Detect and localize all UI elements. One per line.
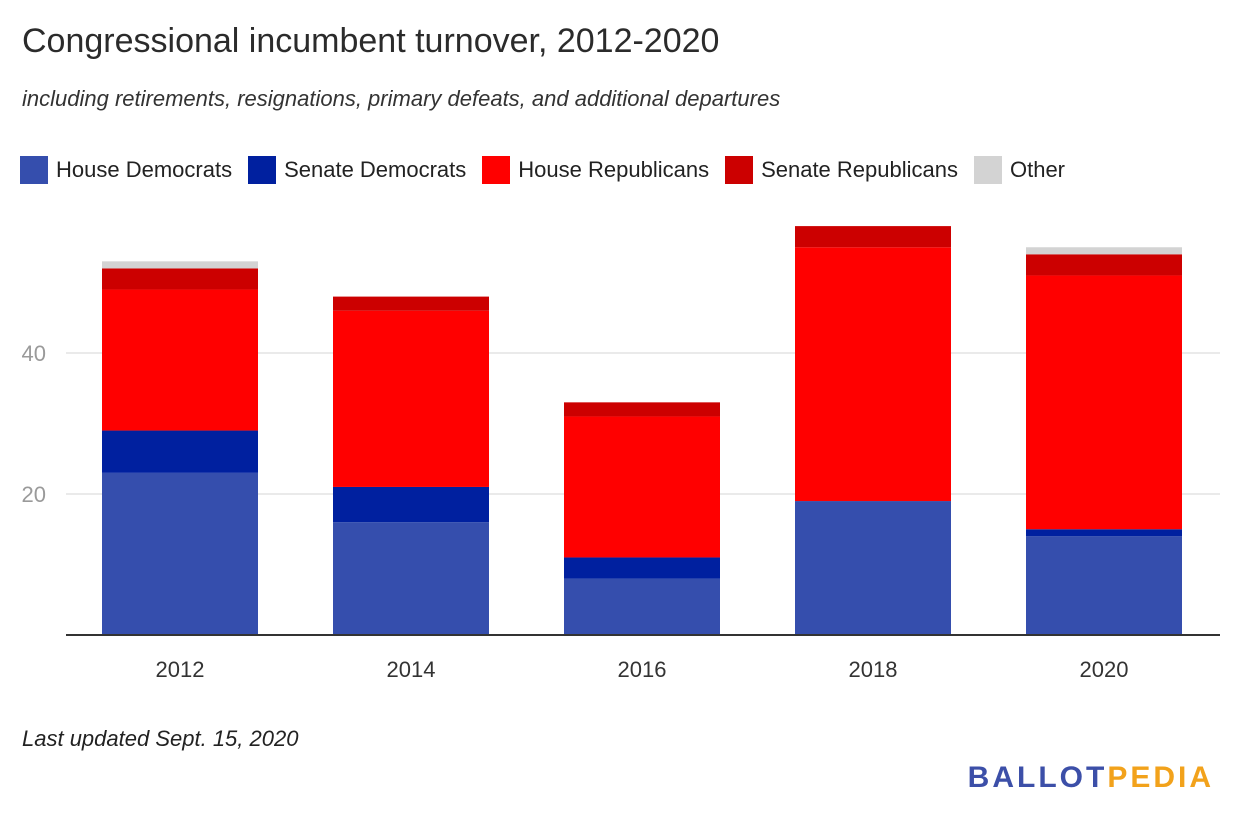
logo-text-pedia: PEDIA	[1107, 761, 1214, 794]
legend-item-house-democrats: House Democrats	[20, 156, 232, 184]
x-tick-label: 2012	[156, 657, 205, 682]
bar-segment-house-democrats-2018	[795, 501, 951, 635]
legend-label-senate-republicans: Senate Republicans	[761, 157, 958, 182]
x-tick-label: 2018	[849, 657, 898, 682]
bar-segment-house-republicans-2012	[102, 289, 258, 431]
legend-label-house-democrats: House Democrats	[56, 157, 233, 182]
x-tick-label: 2020	[1080, 657, 1129, 682]
bar-segment-house-democrats-2014	[333, 522, 489, 635]
bar-segment-senate-democrats-2014	[333, 486, 489, 523]
bar-segment-house-republicans-2016	[564, 416, 720, 558]
bar-segment-house-republicans-2020	[1026, 275, 1182, 530]
bar-segment-senate-democrats-2012	[102, 430, 258, 473]
legend-item-house-republicans: House Republicans	[482, 156, 709, 184]
bar-segment-senate-republicans-2018	[795, 226, 951, 248]
stacked-bar-chart: 20 40 2012 2014 2016 2018 2020	[22, 226, 1220, 682]
y-tick-label: 20	[22, 482, 46, 507]
bar-segment-senate-republicans-2014	[333, 296, 489, 311]
chart-subtitle: including retirements, resignations, pri…	[22, 86, 781, 111]
logo-text-ballot: BALLOT	[967, 761, 1108, 794]
ballotpedia-logo: BALLOTPEDIA	[968, 761, 1214, 795]
bar-segment-senate-democrats-2016	[564, 557, 720, 579]
y-tick-label: 40	[22, 341, 46, 366]
bar-segment-house-democrats-2016	[564, 578, 720, 635]
legend-swatch-senate-republicans	[725, 156, 754, 184]
x-tick-label: 2014	[387, 657, 436, 682]
legend-swatch-house-democrats	[20, 156, 48, 184]
x-tick-label: 2016	[618, 657, 667, 682]
legend-item-senate-republicans: Senate Republicans	[725, 156, 958, 184]
bar-segment-senate-republicans-2012	[102, 268, 258, 290]
bar-segment-senate-democrats-2020	[1026, 529, 1182, 537]
legend: House Democrats Senate Democrats House R…	[20, 156, 1065, 184]
legend-swatch-house-republicans	[482, 156, 511, 184]
bar-segment-senate-republicans-2020	[1026, 254, 1182, 276]
bar-segment-other-2012	[102, 261, 258, 269]
legend-label-other: Other	[1009, 157, 1066, 182]
legend-label-house-republicans: House Republicans	[518, 157, 710, 182]
bar-segment-other-2020	[1026, 247, 1182, 255]
legend-item-senate-democrats: Senate Democrats	[248, 156, 466, 184]
legend-label-senate-democrats: Senate Democrats	[284, 157, 467, 182]
bar-segment-house-republicans-2014	[333, 310, 489, 487]
legend-item-other: Other	[973, 156, 1066, 184]
bar-segment-house-democrats-2012	[102, 472, 258, 635]
bar-segment-house-democrats-2020	[1026, 536, 1182, 635]
legend-swatch-other	[973, 156, 1002, 184]
chart-title: Congressional incumbent turnover, 2012-2…	[22, 22, 720, 60]
last-updated-note: Last updated Sept. 15, 2020	[22, 726, 299, 751]
bar-segment-house-republicans-2018	[795, 247, 951, 502]
bar-segment-senate-republicans-2016	[564, 402, 720, 417]
legend-swatch-senate-democrats	[248, 156, 277, 184]
